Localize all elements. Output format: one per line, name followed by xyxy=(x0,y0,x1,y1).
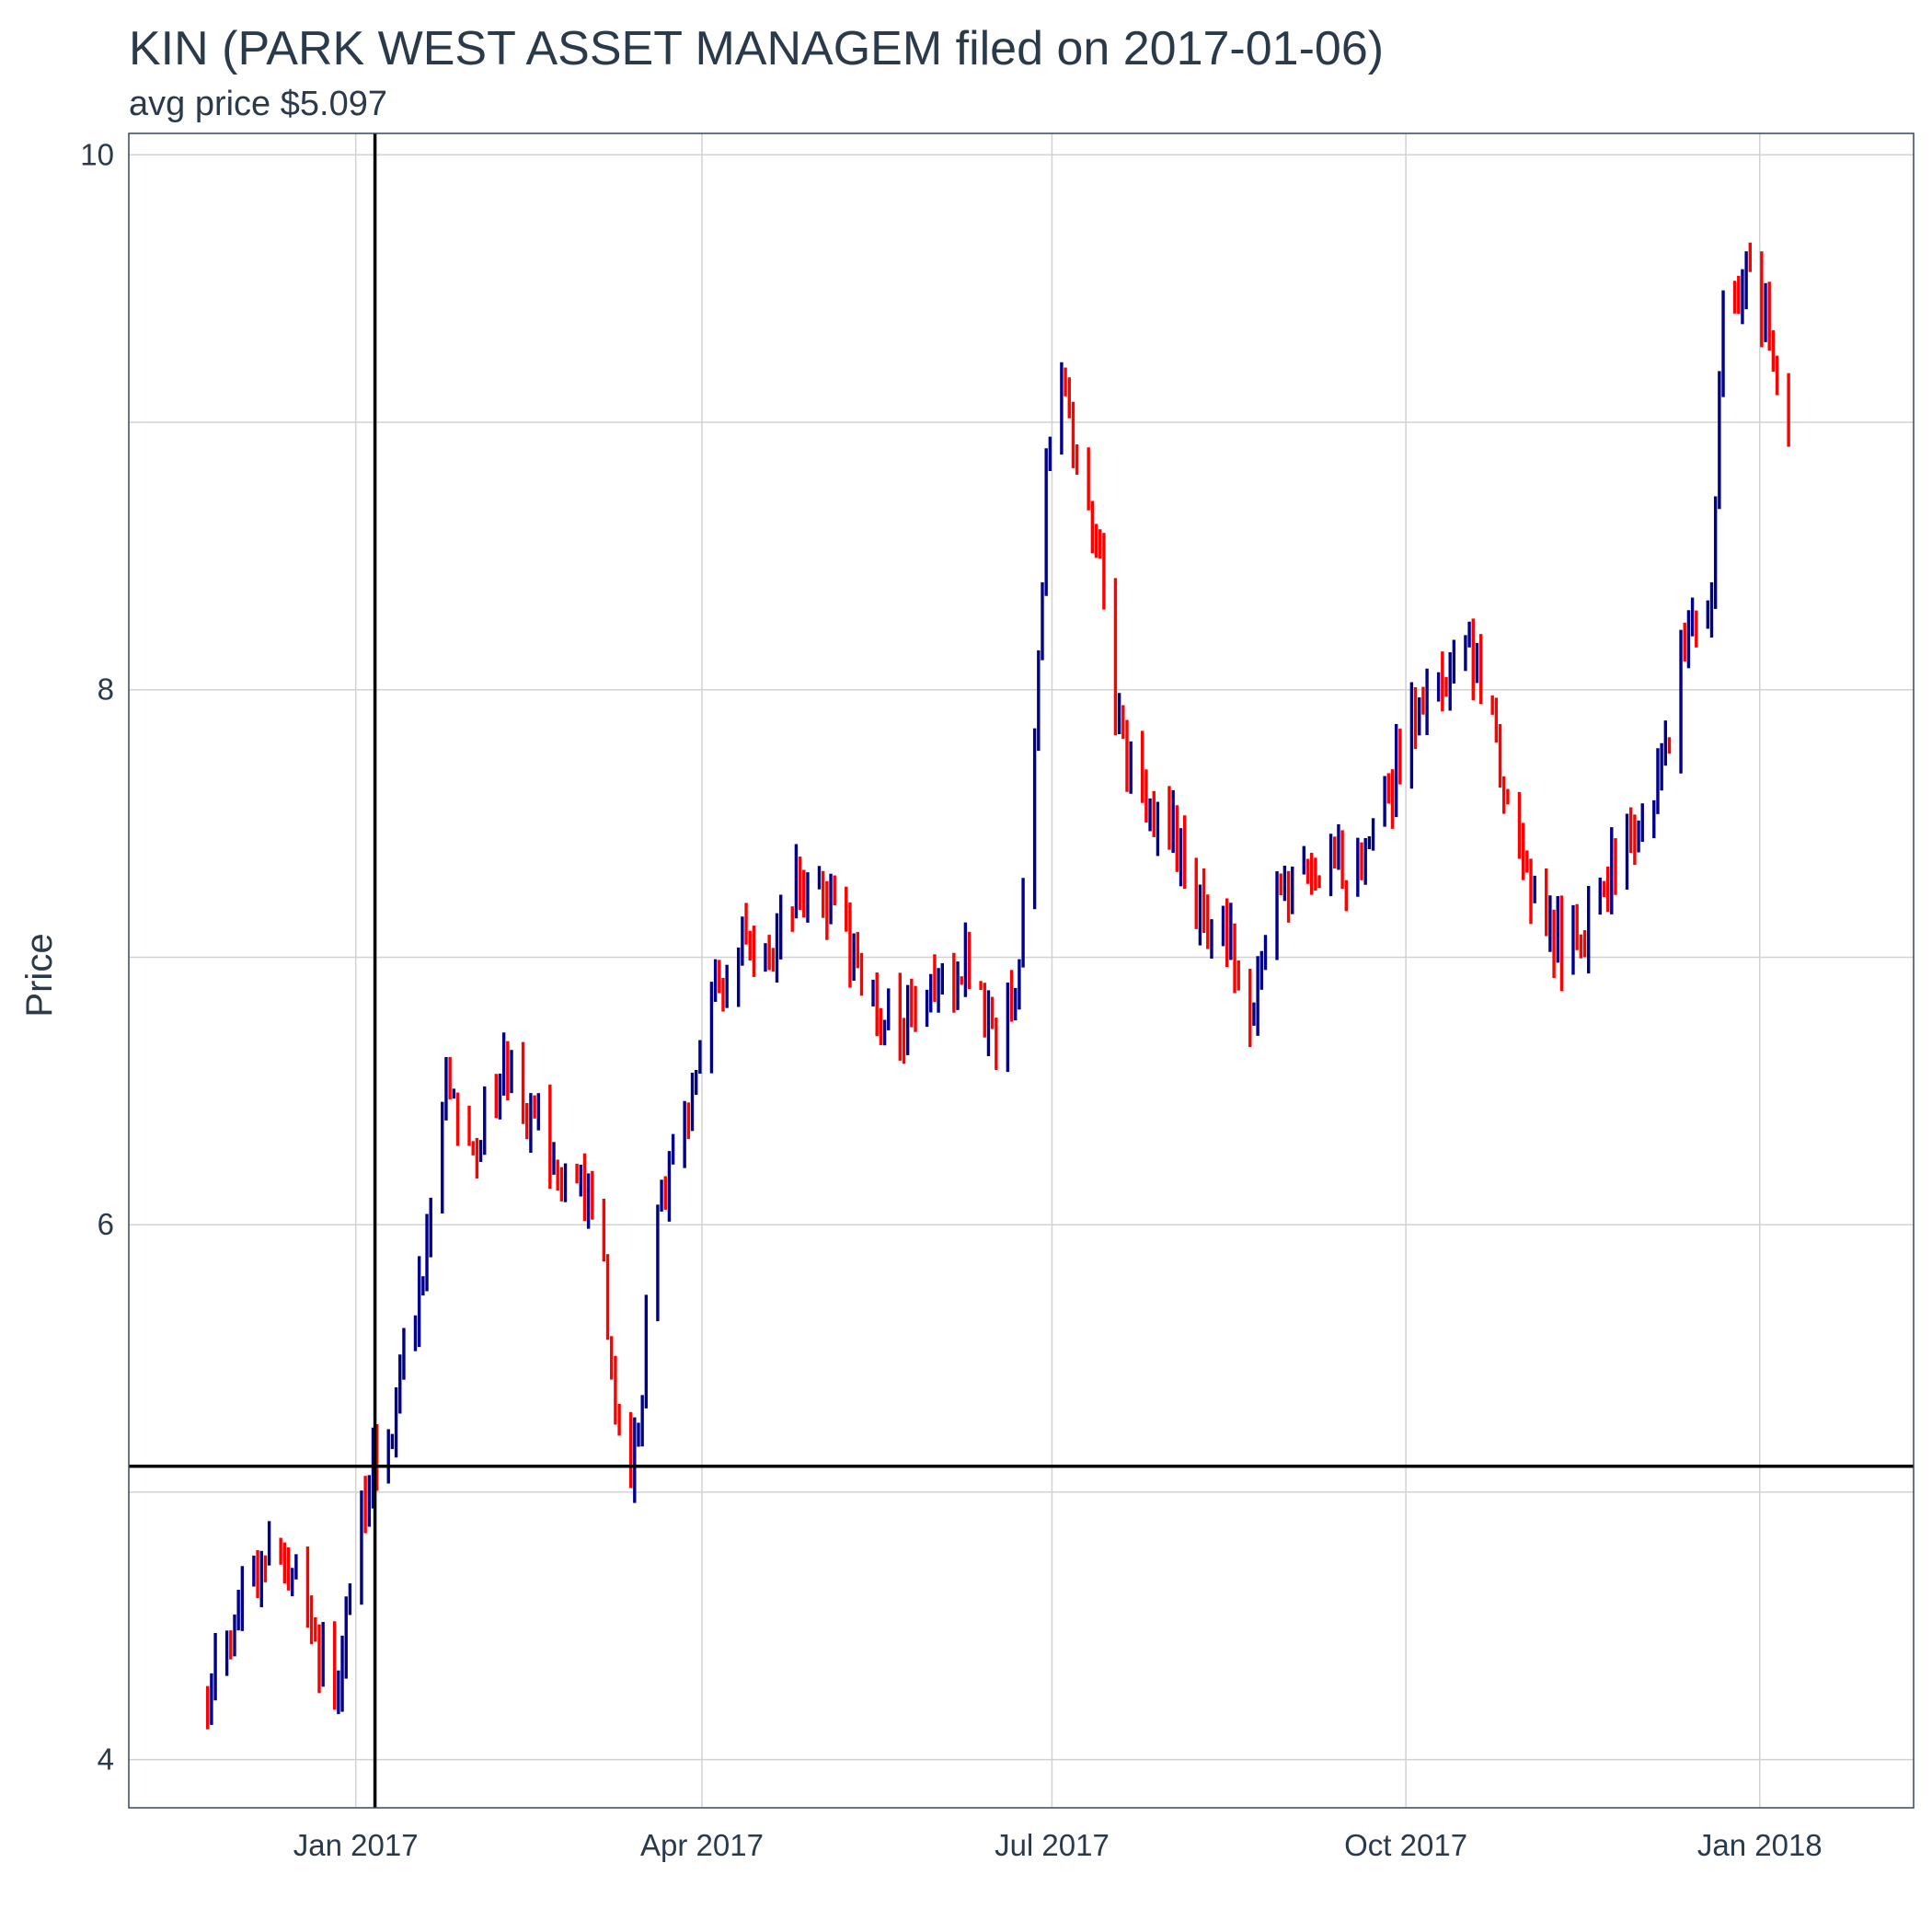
y-axis-title: Price xyxy=(19,933,60,1017)
y-tick-label: 6 xyxy=(98,1207,114,1241)
y-tick-label: 10 xyxy=(80,137,114,171)
y-tick-label: 8 xyxy=(98,673,114,707)
x-tick-label: Jan 2018 xyxy=(1697,1828,1823,1862)
x-tick-label: Oct 2017 xyxy=(1344,1828,1467,1862)
price-bars xyxy=(206,242,1790,1730)
axis-ticks: 4 6 8 10 Jan 2017 Apr 2017 Jul 2017 Oct 2017 Jan… xyxy=(80,137,1822,1862)
x-tick-label: Apr 2017 xyxy=(640,1828,764,1862)
grid-lines xyxy=(129,133,1914,1808)
y-tick-label: 4 xyxy=(98,1742,114,1777)
x-tick-label: Jan 2017 xyxy=(293,1828,419,1862)
x-tick-label: Jul 2017 xyxy=(995,1828,1110,1862)
reference-lines xyxy=(129,133,1914,1808)
chart-title: KIN (PARK WEST ASSET MANAGEM filed on 20… xyxy=(129,22,1384,75)
plot-panel-border xyxy=(128,132,1915,1809)
chart-subtitle: avg price $5.097 xyxy=(129,85,387,123)
